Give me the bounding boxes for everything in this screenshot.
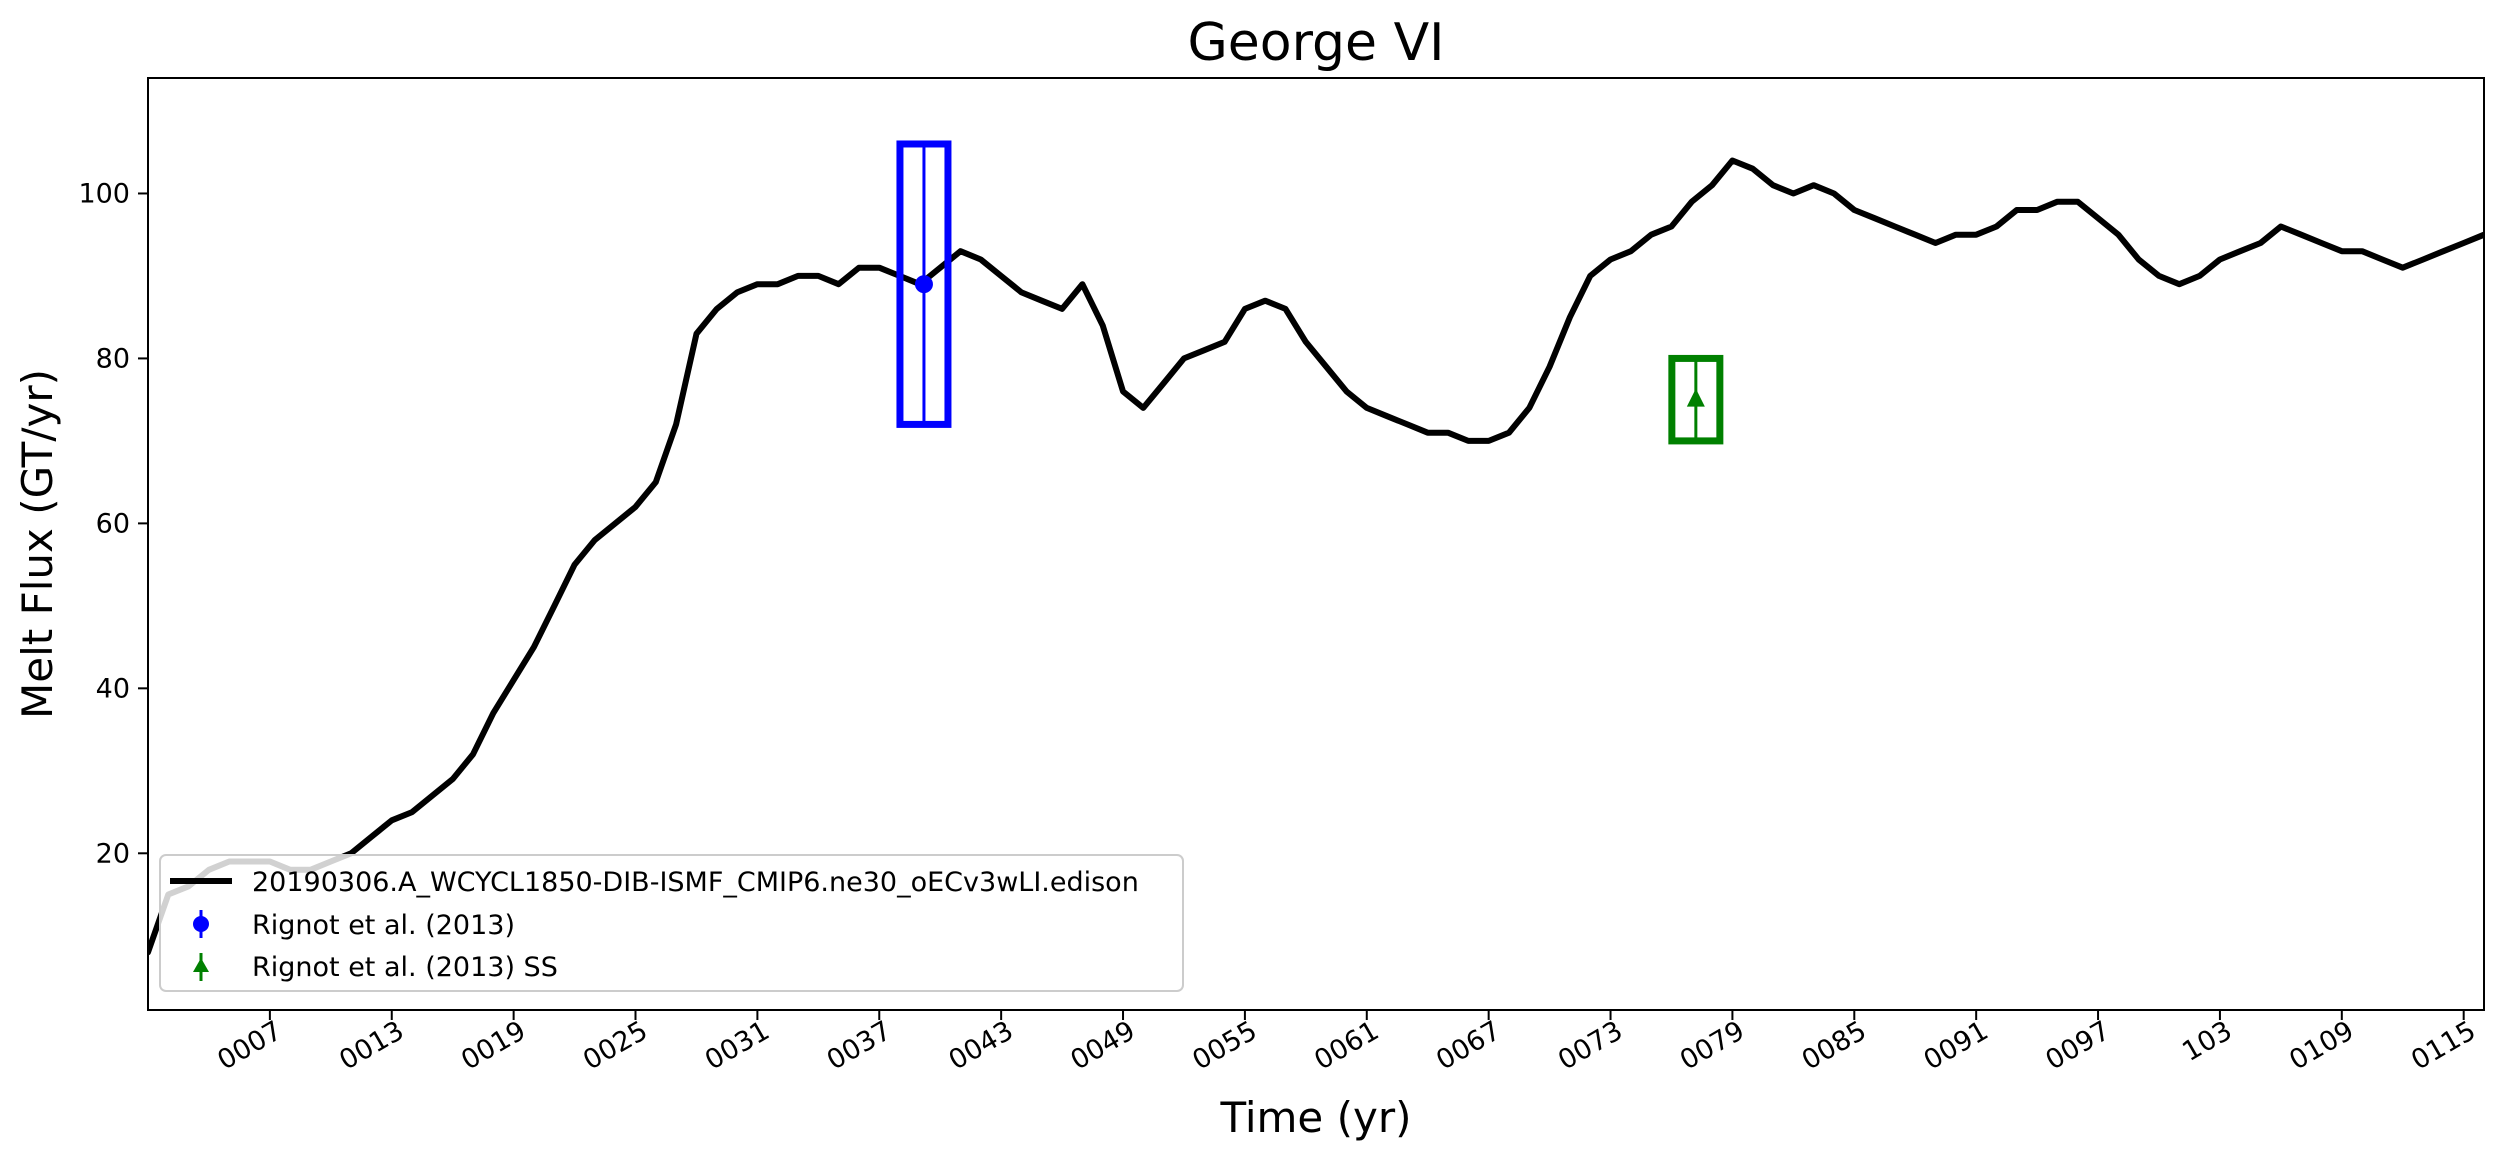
x-axis-ticks: 0007 0013 0019 0025 0031 0037 0043 0049 0055 0061…: [212, 1010, 2481, 1076]
x-tick-label: 0025: [578, 1015, 653, 1076]
x-axis-label: Time (yr): [1219, 1093, 1411, 1142]
y-tick-label: 100: [78, 178, 130, 209]
data-point-rignot-ss: [1686, 388, 1705, 407]
legend-entry-model: 20190306.A_WCYCL1850-DIB-ISMF_CMIP6.ne30…: [252, 867, 1139, 898]
legend: 20190306.A_WCYCL1850-DIB-ISMF_CMIP6.ne30…: [159, 854, 1184, 992]
plot-frame: [147, 77, 2485, 1011]
series-line-model: [148, 157, 2484, 956]
x-tick-label: 0037: [822, 1015, 897, 1076]
y-axis-ticks: 20 40 60 80 100: [78, 178, 148, 869]
chart-title: George VI: [1187, 13, 1444, 73]
legend-marker-triangle: [193, 958, 209, 972]
x-tick-label: 0055: [1187, 1015, 1262, 1076]
series-layer: [148, 140, 2484, 956]
plot-area: [148, 140, 2484, 956]
x-tick-label: 0085: [1797, 1015, 1872, 1076]
x-tick-label: 0109: [2284, 1015, 2359, 1076]
y-tick-label: 40: [96, 673, 130, 704]
x-tick-label: 0115: [2406, 1015, 2481, 1076]
x-tick-label: 0049: [1066, 1015, 1141, 1076]
x-tick-label: 0031: [700, 1015, 775, 1076]
x-tick-label: 103: [2177, 1015, 2237, 1068]
x-tick-label: 0019: [456, 1015, 531, 1076]
legend-entry-rignot: Rignot et al. (2013): [252, 910, 515, 941]
y-tick-label: 80: [96, 343, 130, 374]
x-tick-label: 0043: [944, 1015, 1019, 1076]
x-tick-label: 0013: [334, 1015, 409, 1076]
x-tick-label: 0073: [1553, 1015, 1628, 1076]
x-tick-label: 0097: [2041, 1015, 2116, 1076]
legend-entry-rignot-ss: Rignot et al. (2013) SS: [252, 952, 558, 983]
x-tick-label: 0061: [1309, 1015, 1384, 1076]
y-tick-label: 60: [96, 508, 130, 539]
y-axis-label: Melt Flux (GT/yr): [13, 369, 62, 719]
legend-marker-circle: [193, 916, 209, 932]
x-tick-label: 0079: [1675, 1015, 1750, 1076]
x-tick-label: 0007: [212, 1015, 287, 1076]
x-tick-label: 0067: [1431, 1015, 1506, 1076]
legend-box: [159, 854, 1184, 992]
x-tick-label: 0091: [1919, 1015, 1994, 1076]
data-point-rignot: [914, 275, 933, 294]
y-tick-label: 20: [96, 838, 130, 869]
